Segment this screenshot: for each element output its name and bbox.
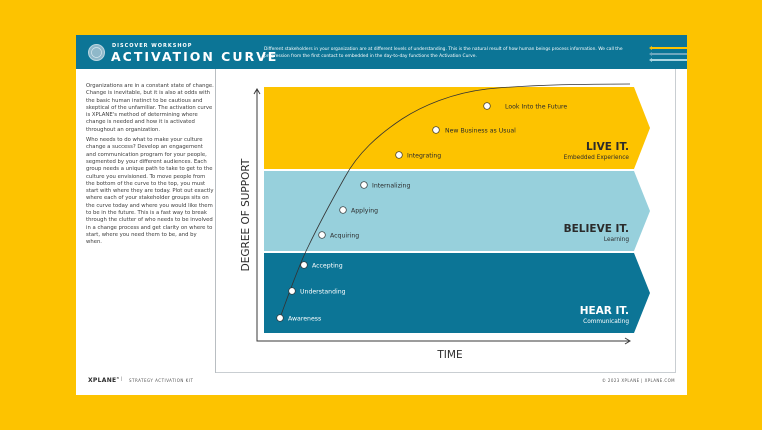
page-title: ACTIVATION CURVE (111, 49, 279, 64)
y-axis-label: DEGREE OF SUPPORT (240, 158, 252, 271)
stage-label-new-business: New Business as Usual (445, 128, 516, 135)
footer-copyright: © 2023 XPLANE | XPLANE.COM (601, 377, 675, 383)
x-axis-arrow-icon (624, 337, 631, 345)
footer-kit-name: STRATEGY ACTIVATION KIT (129, 377, 194, 383)
worksheet-page: DISCOVER WORKSHOP ACTIVATION CURVE Diffe… (76, 35, 687, 395)
arrow-lines-icon (645, 45, 687, 65)
header-bar: DISCOVER WORKSHOP ACTIVATION CURVE Diffe… (76, 35, 687, 69)
stage-label-acquiring: Acquiring (330, 233, 359, 240)
header-description: Different stakeholders in your organizat… (264, 47, 623, 59)
compass-icon (88, 44, 105, 61)
band-title-believe: BELIEVE IT. (564, 223, 629, 235)
column-divider (215, 69, 216, 373)
footer-separator: | (121, 377, 123, 382)
stage-label-look-future: Look Into the Future (505, 104, 567, 111)
band-live (264, 87, 650, 169)
stage-label-applying: Applying (351, 208, 378, 215)
activation-curve-diagram: Awareness Understanding Accepting Acquir… (240, 83, 650, 361)
y-axis (256, 90, 629, 342)
stage-label-internalizing: Internalizing (372, 183, 410, 190)
band-believe (264, 171, 650, 251)
y-axis-arrow-icon (253, 88, 261, 95)
intro-paragraph: Who needs to do what to make your cultur… (86, 137, 214, 246)
band-subtitle-believe: Learning (604, 237, 629, 243)
header-kicker: DISCOVER WORKSHOP (112, 43, 193, 49)
intro-paragraph: Organizations are in a constant state of… (86, 83, 214, 133)
band-title-hear: HEAR IT. (580, 305, 629, 317)
band-title-live: LIVE IT. (586, 141, 629, 153)
stage-label-integrating: Integrating (407, 153, 441, 160)
sidebar-intro: Organizations are in a constant state of… (86, 83, 214, 250)
bottom-border (216, 372, 676, 373)
right-border (675, 69, 676, 373)
x-axis-label: TIME (436, 349, 462, 361)
stage-label-awareness: Awareness (288, 316, 321, 323)
activation-curve-line (279, 83, 631, 319)
stage-label-accepting: Accepting (312, 263, 343, 270)
band-subtitle-live: Embedded Experience (564, 155, 630, 161)
band-hear (264, 253, 650, 333)
band-subtitle-hear: Communicating (583, 319, 629, 325)
brand-logo: XPLANE® (88, 376, 120, 384)
stage-points (276, 102, 491, 322)
stage-label-understanding: Understanding (300, 289, 346, 296)
